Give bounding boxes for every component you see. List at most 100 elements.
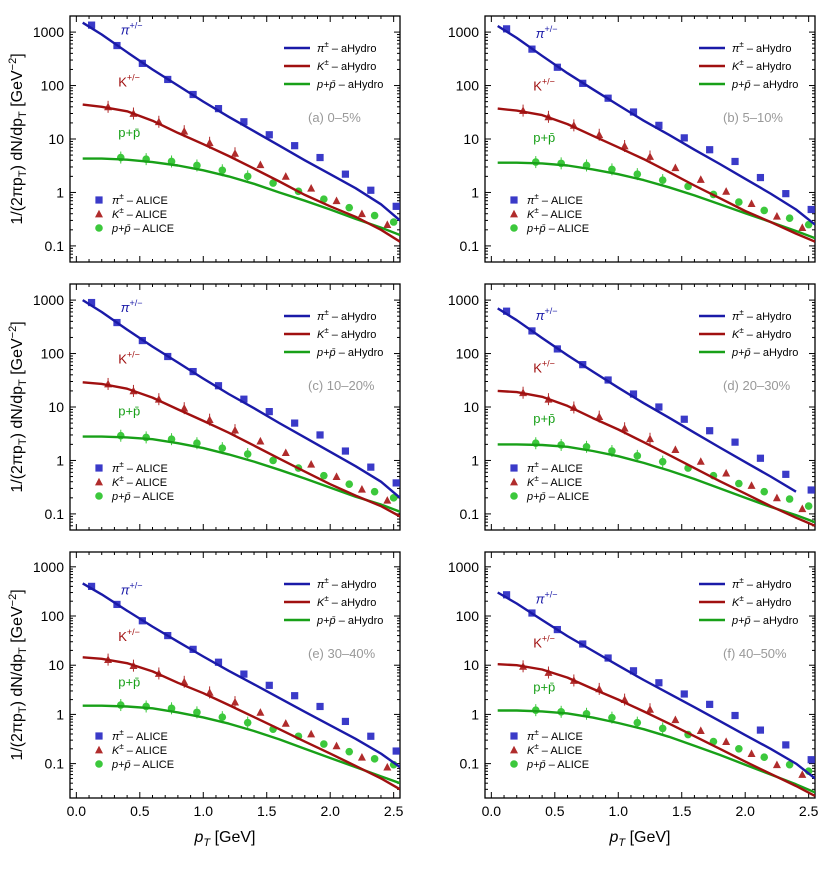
legend-model-entry: K± – aHydro [317,594,376,609]
legend-data-entry: K± – ALICE [112,206,167,221]
kaon-data-point [747,749,756,757]
kaon-model-curve [82,381,400,518]
legend-model-entry: K± – aHydro [732,58,791,73]
kaon-data-point [798,504,807,513]
kaon-data-point [595,130,604,139]
x-tick-label: 1.5 [672,803,692,819]
kaon-data-point [722,468,731,477]
kaon-data-point [281,172,290,180]
legend-model-entry: π± – aHydro [317,576,376,591]
y-tick-label: 10 [48,399,64,415]
label-pion: π+/− [121,21,143,38]
y-axis-label: 1/(2πpT) dN/dpT [GeV−2] [7,589,29,760]
kaon-legend-marker [95,477,103,486]
pion-data-point [782,470,790,478]
pion-data-point [240,670,248,678]
legend-model-entry: p+p̄ – aHydro [731,79,798,91]
kaon-data-point [307,729,316,738]
pion-data-point [756,173,765,182]
y-tick-label: 100 [41,78,65,94]
y-tick-label: 10 [463,657,479,673]
kaon-data-point [747,199,756,207]
plot-frame [484,15,816,263]
kaon-data-point [256,708,265,716]
legend-data-entry: π± – ALICE [112,460,168,475]
proton-data-point [370,487,379,496]
label-pion: π+/− [536,589,558,606]
proton-legend-marker [510,492,518,500]
legend-model-entry: π± – aHydro [317,40,376,55]
pion-data-point [680,415,688,423]
pion-data-point [655,679,663,687]
pion-model-curve [82,582,400,769]
kaon-data-point [646,705,654,713]
legend-model-entry: p+p̄ – aHydro [316,615,383,627]
pion-data-point [392,202,400,210]
kaon-data-point [180,126,189,135]
x-tick-label: 0.0 [482,803,502,819]
pion-data-point [316,431,324,439]
chart-panel: 0.0 0.5 1.0 1.5 2.0 2.5 0.1 1 10 100 10001/(2πpT) … [7,551,404,819]
pion-data-point [291,419,299,427]
pion-data-point [629,390,638,398]
pion-model-curve [497,24,815,226]
legend-model-entry: p+p̄ – aHydro [731,347,798,359]
pion-data-point [291,692,299,700]
kaon-data-point [205,138,214,147]
kaon-data-point [747,481,756,489]
centrality-label: (f) 40–50% [723,646,787,661]
pion-model-curve [497,307,797,493]
label-kaon: K+/− [533,76,555,93]
kaon-data-point [357,209,366,218]
label-kaon: K+/− [118,627,140,644]
y-tick-label: 1000 [448,292,479,308]
proton-data-point [658,176,667,184]
proton-legend-marker [95,492,103,500]
y-tick-label: 100 [41,608,65,624]
label-kaon: K+/− [533,634,555,651]
proton-data-point [760,487,769,496]
y-tick-label: 0.1 [45,238,65,254]
proton-data-point [760,206,769,215]
kaon-data-point [772,760,781,769]
pion-data-point [502,25,511,33]
proton-data-point [320,740,328,748]
proton-data-point [218,444,227,452]
kaon-data-point [798,770,807,778]
kaon-data-point [231,425,239,434]
y-tick-label: 10 [463,131,479,147]
kaon-data-point [180,403,189,412]
legend-data-entry: p+p̄ – ALICE [111,759,174,771]
legend-data-entry: π± – ALICE [112,192,168,207]
y-tick-label: 1 [56,706,64,722]
pion-data-point [214,105,223,113]
plot-frame [69,15,401,263]
y-tick-label: 100 [41,346,65,362]
y-tick-label: 1000 [448,24,479,40]
centrality-label: (e) 30–40% [308,646,376,661]
proton-data-point [320,471,328,480]
label-proton: p+p̄ [533,411,555,426]
proton-data-point [608,165,616,174]
y-tick-label: 0.1 [460,756,480,772]
label-pion: π+/− [121,580,143,597]
legend-model-entry: π± – aHydro [732,40,791,55]
pion-data-point [807,205,815,214]
kaon-data-point [722,737,731,746]
plot-area [497,24,815,243]
kaon-legend-marker [510,477,518,486]
pion-data-point [756,726,765,734]
proton-data-point [345,747,354,756]
proton-data-point [735,198,743,206]
proton-data-point [243,172,252,181]
legend-data-entry: p+p̄ – ALICE [111,223,174,235]
kaon-data-point [620,424,629,432]
proton-data-point [389,494,398,502]
kaon-data-point [383,762,392,771]
chart-panel: 0.1 1 10 100 1000 π+/− K+/− p+p̄ (b) 5–10% π± – a… [448,15,816,263]
x-tick-label: 0.0 [67,803,87,819]
plot-frame [69,283,401,531]
legend-model-entry: π± – aHydro [732,308,791,323]
